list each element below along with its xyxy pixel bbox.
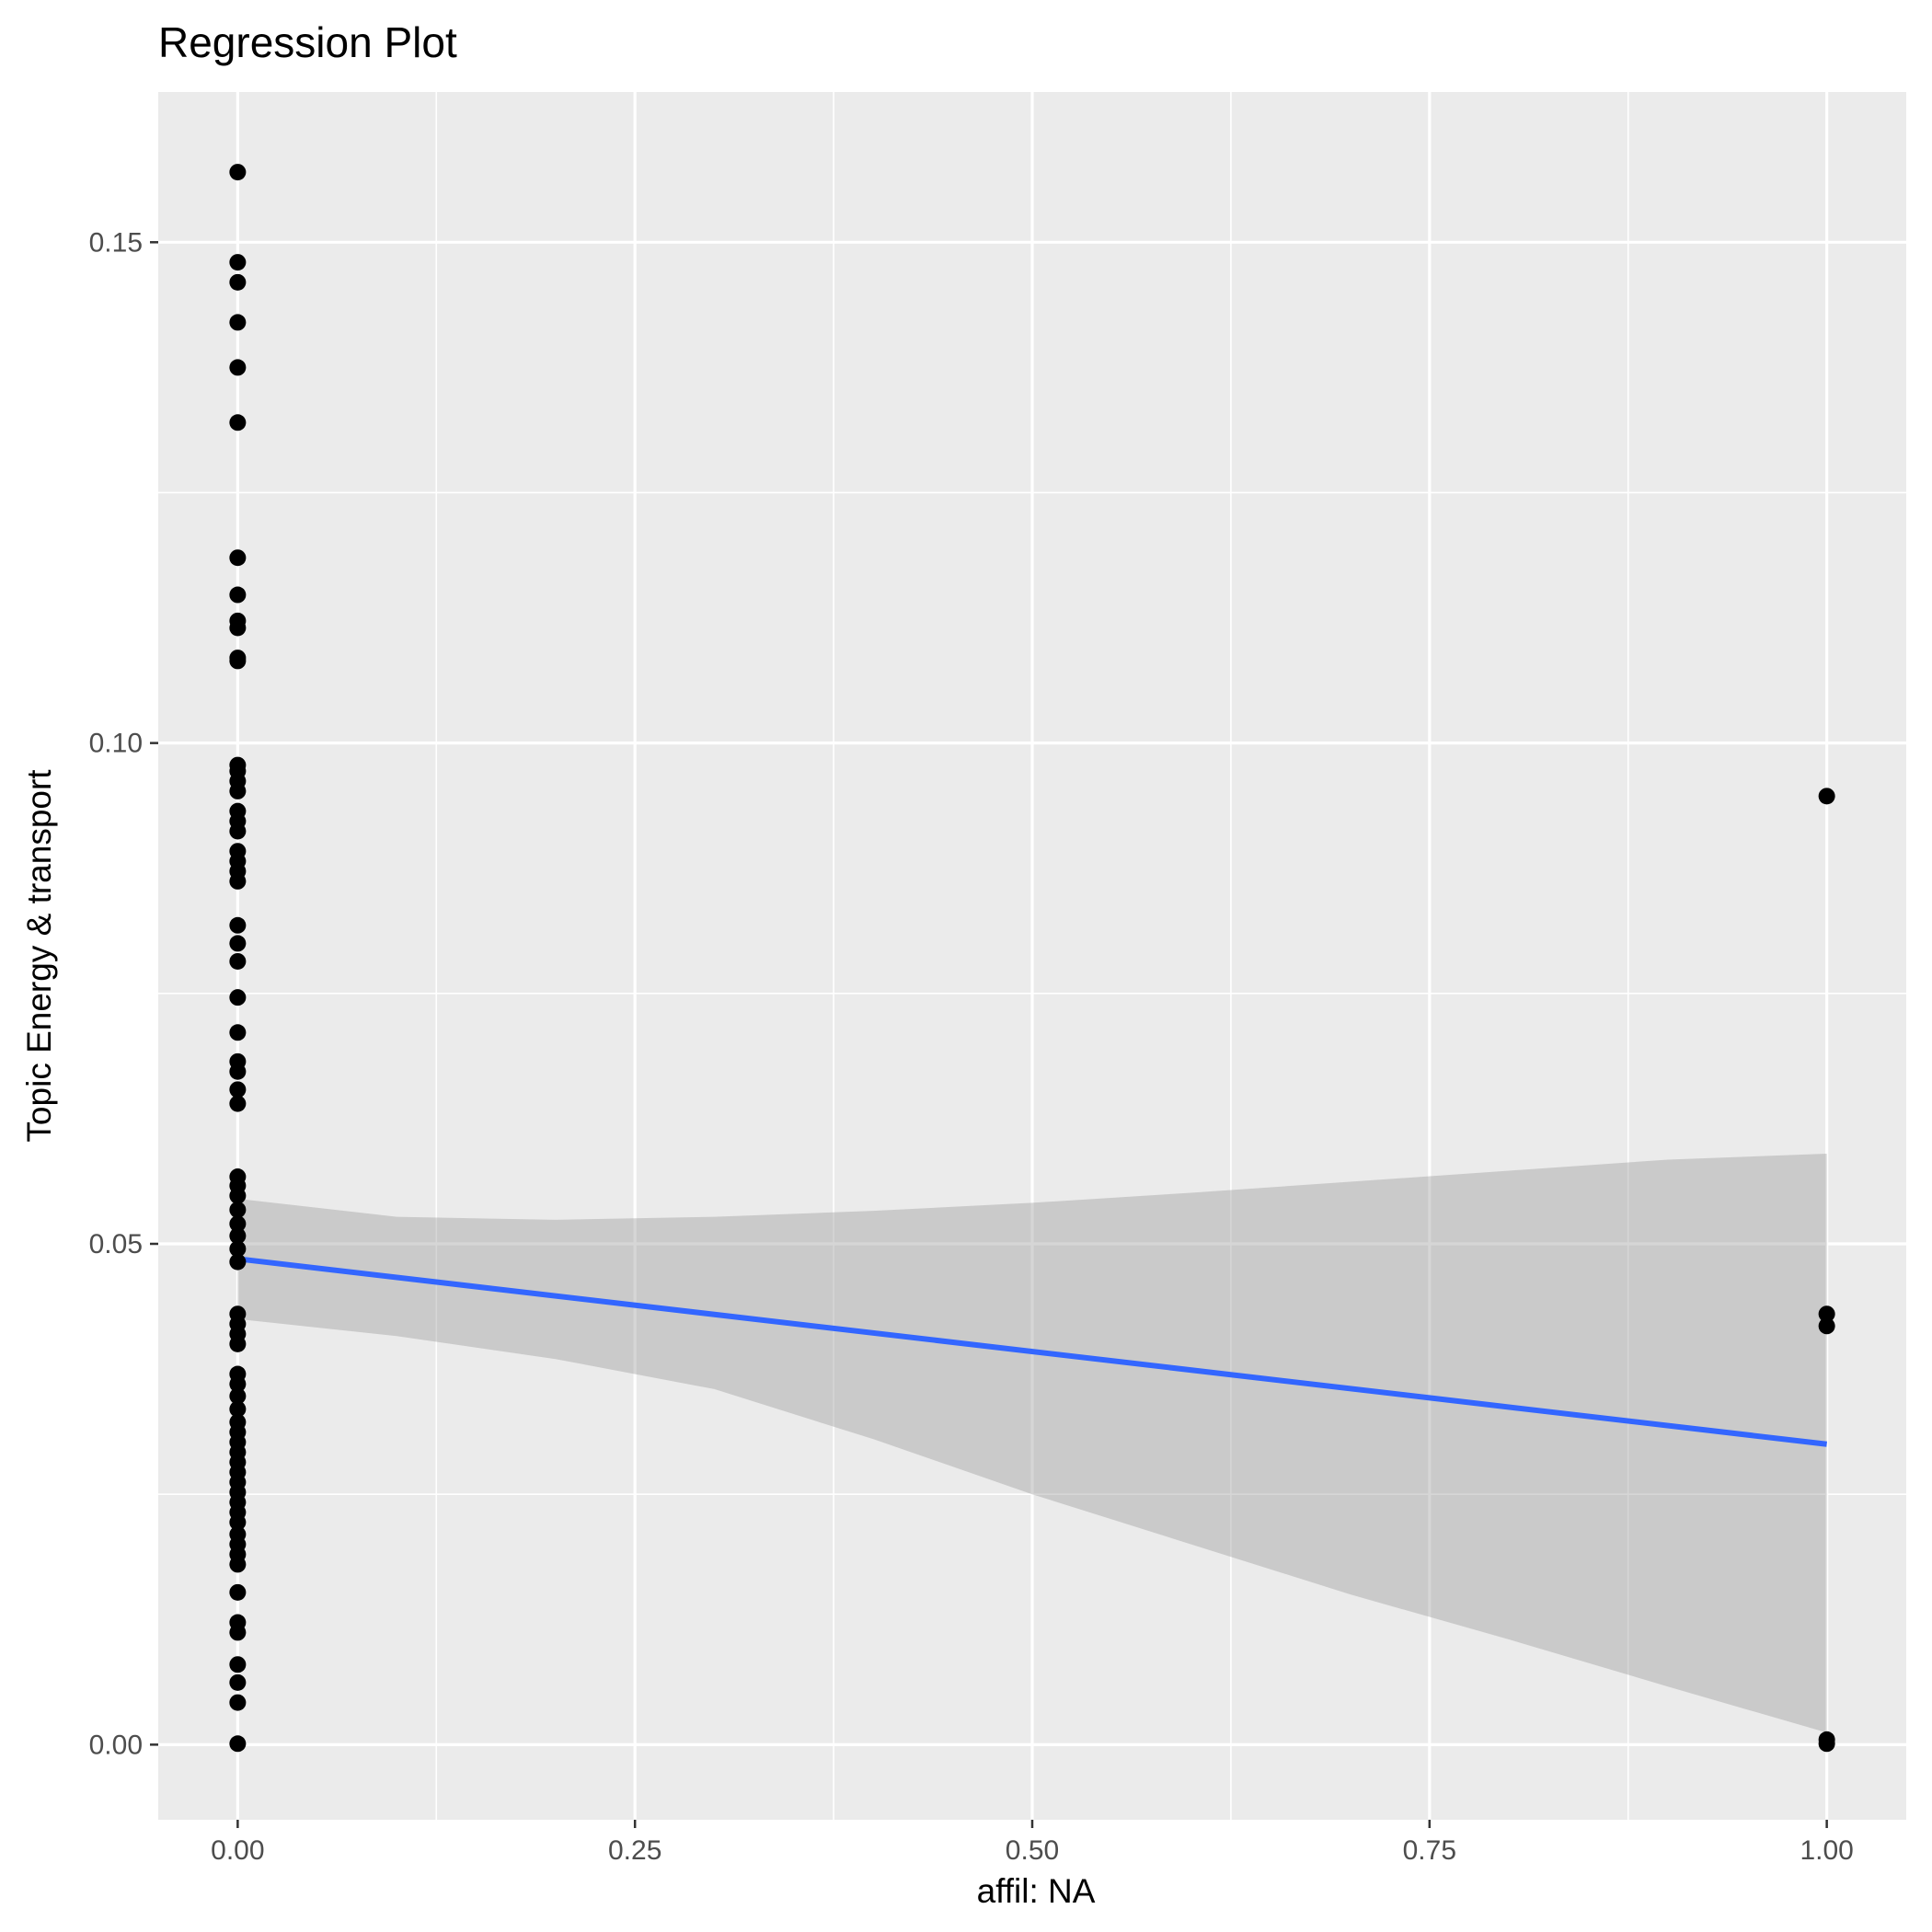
data-point [229, 1081, 247, 1098]
data-point [229, 782, 247, 799]
data-point [1818, 788, 1835, 805]
data-point [229, 1187, 247, 1204]
x-axis: 0.00 0.25 0.50 0.75 1.00 [211, 1820, 1854, 1866]
data-point [229, 359, 247, 376]
data-point [229, 1583, 247, 1601]
data-point [229, 1673, 247, 1691]
data-point [229, 1095, 247, 1112]
data-point [229, 1694, 247, 1711]
data-point [229, 164, 247, 181]
data-point [229, 935, 247, 952]
data-point [229, 916, 247, 934]
y-tick-label: 0.15 [89, 227, 143, 258]
major-gridlines [158, 92, 1906, 1820]
data-point [229, 952, 247, 970]
data-point [229, 549, 247, 567]
data-point [229, 1735, 247, 1753]
y-tick-label: 0.05 [89, 1229, 143, 1259]
chart-title: Regression Plot [158, 18, 457, 66]
y-tick-label: 0.10 [89, 729, 143, 759]
confidence-band [237, 1154, 1827, 1733]
data-point [229, 1024, 247, 1041]
x-tick-label: 1.00 [1800, 1835, 1853, 1866]
regression-line [237, 1256, 1827, 1447]
data-point [229, 1253, 247, 1271]
data-point [229, 1063, 247, 1080]
x-tick-label: 0.25 [608, 1835, 661, 1866]
data-point [229, 1201, 247, 1218]
x-tick-label: 0.75 [1403, 1835, 1456, 1866]
y-tick-label: 0.00 [89, 1730, 143, 1760]
data-point [229, 1624, 247, 1641]
data-point [229, 1215, 247, 1233]
data-point [229, 1656, 247, 1673]
y-axis-title: Topic Energy & transport [20, 769, 58, 1143]
data-point [229, 414, 247, 431]
data-point [229, 314, 247, 331]
data-point [1818, 1735, 1835, 1753]
data-point [1818, 1317, 1835, 1335]
y-axis: 0.00 0.05 0.10 0.15 [89, 227, 158, 1760]
data-point [229, 1513, 247, 1531]
data-points [229, 164, 1835, 1753]
data-point [1818, 1305, 1835, 1323]
data-point [229, 822, 247, 840]
data-point [229, 1556, 247, 1573]
x-tick-label: 0.50 [1006, 1835, 1059, 1866]
data-point [229, 619, 247, 637]
data-point [229, 1387, 247, 1405]
x-axis-title: affil: NA [977, 1872, 1096, 1910]
data-point [229, 1227, 247, 1245]
data-point [229, 872, 247, 890]
data-point [229, 586, 247, 604]
data-point [229, 1375, 247, 1393]
data-point [229, 254, 247, 271]
data-point [229, 1400, 247, 1418]
data-point [229, 652, 247, 670]
data-point [229, 989, 247, 1006]
data-point [229, 1335, 247, 1352]
x-tick-label: 0.00 [211, 1835, 264, 1866]
data-point [229, 273, 247, 291]
data-point [229, 1240, 247, 1258]
